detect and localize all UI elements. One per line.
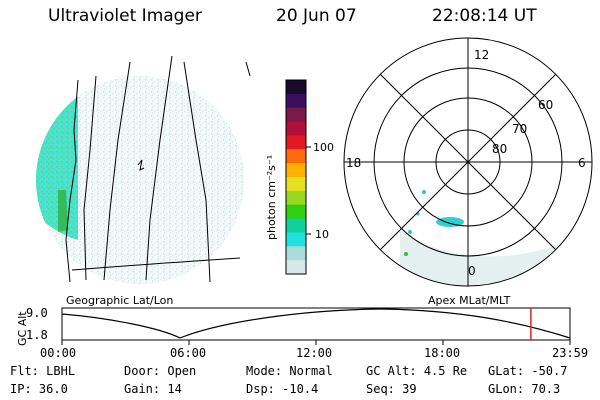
colorbar-band	[286, 232, 306, 247]
emission-dot	[422, 190, 426, 194]
status-seq: Seq: 39	[366, 382, 417, 396]
altitude-xtick: 00:00	[40, 346, 77, 360]
colorbar-band	[286, 107, 306, 123]
green-emission-patch	[58, 190, 68, 232]
altitude-ytick-top: 9.0	[26, 306, 48, 320]
colorbar-band	[286, 163, 306, 178]
colorbar-band	[286, 149, 306, 164]
altitude-ytick-bottom: 1.8	[26, 328, 48, 342]
meridian-line	[245, 61, 251, 77]
meridian-line	[83, 75, 97, 281]
colorbar-band	[286, 93, 306, 109]
meridian-line	[145, 55, 173, 281]
colorbar-band	[286, 246, 306, 261]
colorbar-band	[286, 218, 306, 233]
altitude-plot-ticks	[61, 340, 571, 345]
altitude-xtick: 12:00	[296, 346, 333, 360]
colorbar-band	[286, 135, 306, 150]
colorbar-band	[286, 121, 306, 136]
status-dsp: Dsp: -10.4	[246, 382, 319, 396]
mlat-label-80: 80	[492, 142, 508, 156]
status-glon: GLon: 70.3	[488, 382, 561, 396]
colorbar-band	[286, 260, 306, 275]
colorbar-band	[286, 80, 306, 95]
status-ip: IP: 36.0	[10, 382, 68, 396]
mlat-label-70: 70	[512, 122, 528, 136]
altitude-plot-frame	[61, 307, 571, 341]
colorbar-frame	[285, 79, 307, 275]
polar-panel-label: Apex MLat/MLT	[428, 294, 511, 307]
mlt-label-0: 0	[468, 264, 476, 278]
colorbar-tick-100: 100	[313, 141, 334, 154]
mlt-label-18: 18	[346, 156, 362, 170]
altitude-xtick: 18:00	[424, 346, 461, 360]
auroral-emission-region	[436, 217, 464, 227]
status-gc-alt: GC Alt: 4.5 Re	[366, 364, 468, 378]
status-gain: Gain: 14	[124, 382, 182, 396]
meridian-line	[103, 61, 131, 281]
time-label: 22:08:14 UT	[432, 6, 537, 26]
altitude-curve	[61, 308, 571, 339]
status-mode: Mode: Normal	[246, 364, 333, 378]
coastline	[137, 159, 145, 171]
mlat-label-60: 60	[538, 98, 554, 112]
mlt-label-6: 6	[578, 156, 586, 170]
status-door: Door: Open	[124, 364, 197, 378]
emission-dot	[404, 252, 408, 256]
colorbar-band	[286, 177, 306, 192]
colorbar-band	[286, 190, 306, 206]
coastline	[65, 79, 79, 283]
geographic-grid	[65, 55, 251, 283]
colorbar-gradient	[286, 80, 306, 275]
colorbar	[285, 79, 311, 275]
status-glat: GLat: -50.7	[488, 364, 568, 378]
meridian-line	[183, 61, 211, 283]
latitude-line	[71, 257, 241, 271]
emission-dot	[408, 230, 412, 234]
altitude-xtick: 06:00	[170, 346, 207, 360]
polar-diagonal-line	[379, 73, 557, 251]
instrument-title: Ultraviolet Imager	[48, 6, 202, 26]
altitude-xtick: 23:59	[552, 346, 589, 360]
geo-panel-label: Geographic Lat/Lon	[66, 294, 174, 307]
colorbar-band	[286, 204, 306, 220]
status-flt: Flt: LBHL	[10, 364, 76, 378]
colorbar-tick-10: 10	[315, 228, 329, 241]
mlt-label-12: 12	[474, 48, 490, 62]
date-label: 20 Jun 07	[276, 6, 357, 26]
